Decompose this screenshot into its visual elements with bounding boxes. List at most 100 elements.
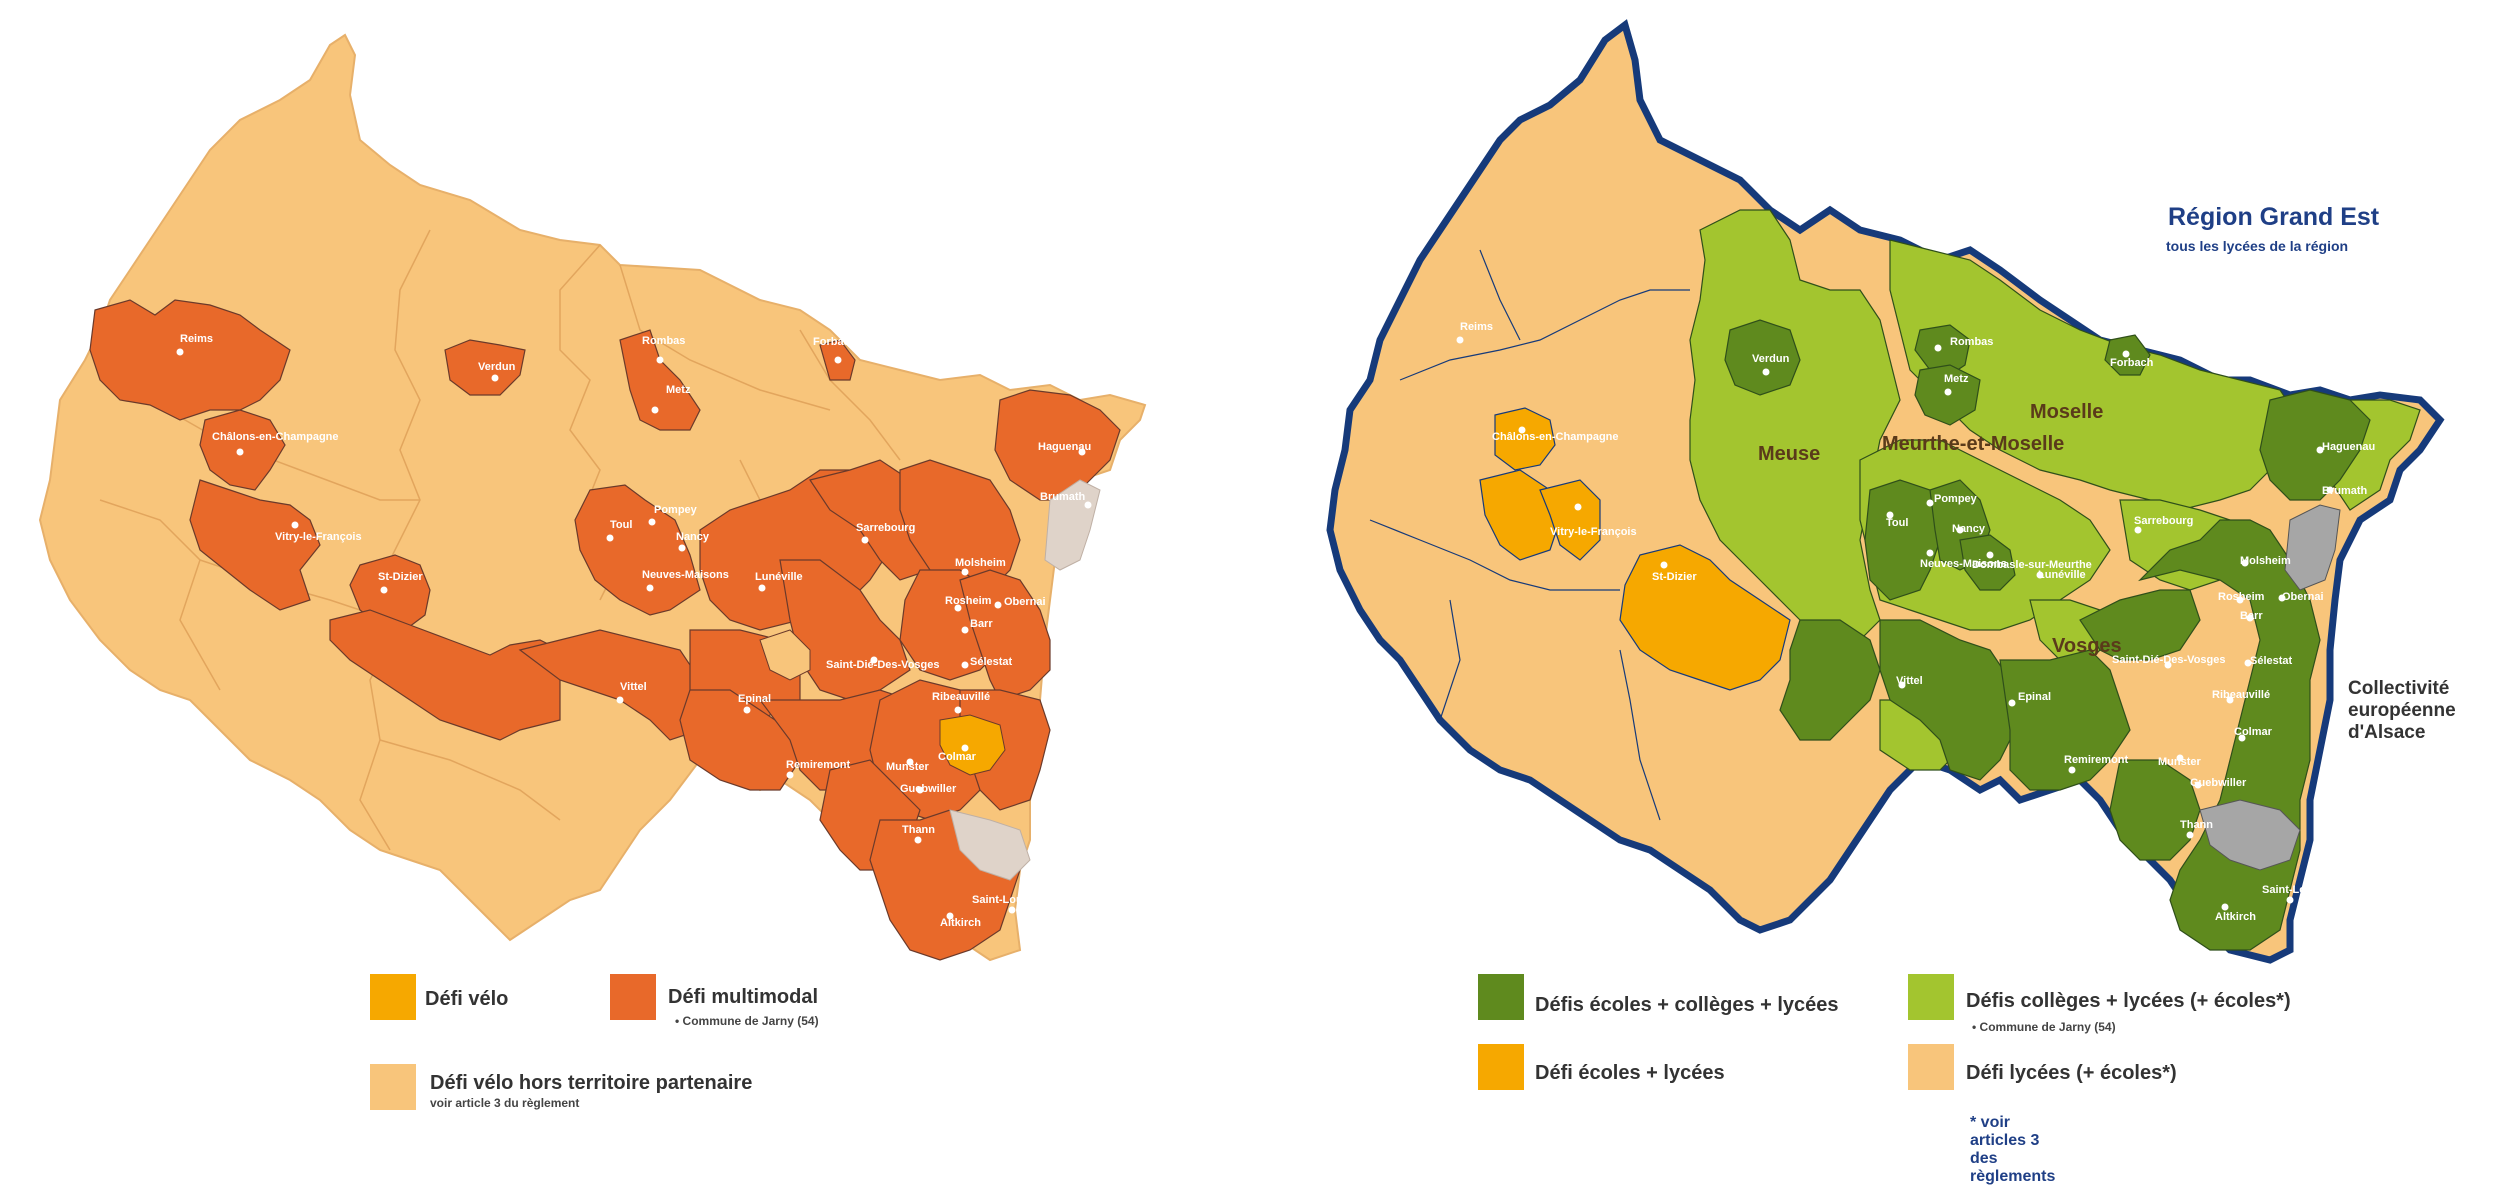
right-town-label: Obernai	[2282, 591, 2324, 603]
legend-label-hors: Défi vélo hors territoire partenaire	[430, 1072, 753, 1094]
legend-note-multimodal: • Commune de Jarny (54)	[675, 1014, 819, 1028]
right-town-label: Thann	[2180, 819, 2213, 831]
left-grey-zone-south	[949, 809, 1031, 881]
right-town-label: Munster	[2158, 756, 2202, 768]
legend-label-multimodal: Défi multimodal	[668, 986, 819, 1008]
left-town-label: Saint-Dié-Des-Vosges	[826, 659, 940, 671]
left-town-label: Neuves-Maisons	[642, 569, 729, 581]
collectivite-line-1: Collectivité	[2348, 678, 2450, 699]
left-town-label: Rombas	[642, 335, 685, 347]
left-town-label: Barr	[970, 618, 993, 630]
left-town-label: Metz	[666, 384, 691, 396]
dept-label-moselle: Moselle	[2030, 401, 2103, 423]
legend-note-multimodal-text: Commune de Jarny (54)	[682, 1014, 819, 1028]
left-town-label: Altkirch	[940, 917, 981, 929]
maps-canvas: Reims Verdun Rombas Metz Forbach Châlons…	[38, 19, 2445, 964]
right-town-label: Dombasle-sur-Meurthe	[1972, 559, 2092, 571]
right-town-label: Reims	[1460, 321, 1493, 333]
right-department-labels: Meuse Meurthe-et-Moselle Moselle Vosges	[1758, 401, 2122, 657]
left-town-label: Remiremont	[786, 759, 851, 771]
right-town-label: Barr	[2240, 610, 2263, 622]
left-map	[38, 33, 1147, 962]
right-town-label: Ribeauvillé	[2212, 689, 2270, 701]
right-town-label: Lunéville	[2038, 569, 2086, 581]
right-town-markers	[1456, 336, 2334, 911]
legend-label-velo: Défi vélo	[425, 988, 509, 1010]
legend-swatch-cl	[1908, 974, 1954, 1020]
right-borders	[1369, 249, 1690, 821]
right-town-label: Châlons-en-Champagne	[1492, 431, 1619, 443]
left-town-label: Verdun	[478, 361, 516, 373]
left-town-label: Brumath	[1040, 491, 1086, 503]
legend-note-cl: • Commune de Jarny (54)	[1972, 1020, 2116, 1034]
left-velo-zone-colmar	[939, 714, 1006, 776]
legend-swatch-l	[1908, 1044, 1954, 1090]
right-town-label: Forbach	[2110, 357, 2154, 369]
right-town-label: Pompey	[1934, 493, 1978, 505]
left-town-label: Molsheim	[955, 557, 1006, 569]
left-town-label: Rosheim	[945, 595, 992, 607]
legend-label-cl: Défis collèges + lycées (+ écoles*)	[1966, 990, 2291, 1012]
collectivite-line-2: européenne	[2348, 700, 2456, 721]
legend-note-cl-text: Commune de Jarny (54)	[1979, 1020, 2116, 1034]
right-town-label: Toul	[1886, 517, 1908, 529]
right-town-label: Vitry-le-François	[1550, 526, 1637, 538]
left-town-label: St-Dizier	[378, 571, 423, 583]
legend-swatch-ecl	[1478, 974, 1524, 1020]
legend-label-ecl: Défis écoles + collèges + lycées	[1535, 994, 1839, 1016]
right-town-label: Neuves-Maisons	[1920, 558, 2007, 570]
right-town-label: Sélestat	[2250, 655, 2293, 667]
left-town-label: Vitry-le-François	[275, 531, 362, 543]
left-town-label: Lunéville	[755, 571, 803, 583]
dept-label-vosges: Vosges	[2052, 635, 2122, 657]
left-town-label: Munster	[886, 761, 930, 773]
right-town-label: Nancy	[1952, 523, 1986, 535]
left-town-label: Reims	[180, 333, 213, 345]
legend-label-l: Défi lycées (+ écoles*)	[1966, 1062, 2177, 1084]
right-town-label: Guebwiller	[2190, 777, 2247, 789]
dept-label-meuse: Meuse	[1758, 443, 1820, 465]
left-town-label: Nancy	[676, 531, 710, 543]
right-town-label: Metz	[1944, 373, 1969, 385]
left-town-markers	[176, 348, 1092, 920]
region-title: Région Grand Est	[2168, 203, 2380, 231]
right-grey-zone-north	[2284, 504, 2341, 591]
right-town-label: Molsheim	[2240, 555, 2291, 567]
right-town-label: Brumath	[2322, 485, 2368, 497]
left-town-label: Châlons-en-Champagne	[212, 431, 339, 443]
dept-label-meurthe-et-moselle: Meurthe-et-Moselle	[1882, 433, 2064, 455]
left-town-label: Sélestat	[970, 656, 1013, 668]
left-town-label: Forbach	[813, 336, 857, 348]
left-town-label: Obernai	[1004, 596, 1046, 608]
right-town-label: Rombas	[1950, 336, 1993, 348]
legend-footnote: * voir articles 3 des règlements	[1970, 1114, 2056, 1185]
right-town-label: Verdun	[1752, 353, 1790, 365]
left-town-label: Thann	[902, 824, 935, 836]
left-town-label: Saint-Louis	[972, 894, 1032, 906]
legend-swatch-velo	[370, 974, 416, 1020]
right-town-label: Vittel	[1896, 675, 1923, 687]
left-town-label: Epinal	[738, 693, 771, 705]
left-town-label: Guebwiller	[900, 783, 957, 795]
right-town-label: Altkirch	[2215, 911, 2256, 923]
left-town-label: Pompey	[654, 504, 698, 516]
right-ecoles-lycees-zones	[1479, 407, 1791, 691]
collectivite-line-3: d'Alsace	[2348, 722, 2426, 743]
right-town-label: Epinal	[2018, 691, 2051, 703]
left-town-labels: Reims Verdun Rombas Metz Forbach Châlons…	[180, 333, 1091, 929]
left-town-label: Sarrebourg	[856, 522, 915, 534]
right-town-label: Sarrebourg	[2134, 515, 2193, 527]
right-town-label: Colmar	[2234, 726, 2273, 738]
left-town-label: Vittel	[620, 681, 647, 693]
legend-swatch-multimodal	[610, 974, 656, 1020]
right-town-label: Remiremont	[2064, 754, 2129, 766]
right-town-label: St-Dizier	[1652, 571, 1697, 583]
right-town-label: Saint-Louis	[2262, 884, 2322, 896]
legend-swatch-hors	[370, 1064, 416, 1110]
legend-label-el: Défi écoles + lycées	[1535, 1062, 1725, 1084]
legend-swatch-el	[1478, 1044, 1524, 1090]
right-map	[1326, 19, 2445, 964]
left-town-label: Toul	[610, 519, 632, 531]
right-grey-zone-south	[2199, 799, 2301, 871]
left-town-label: Ribeauvillé	[932, 691, 990, 703]
